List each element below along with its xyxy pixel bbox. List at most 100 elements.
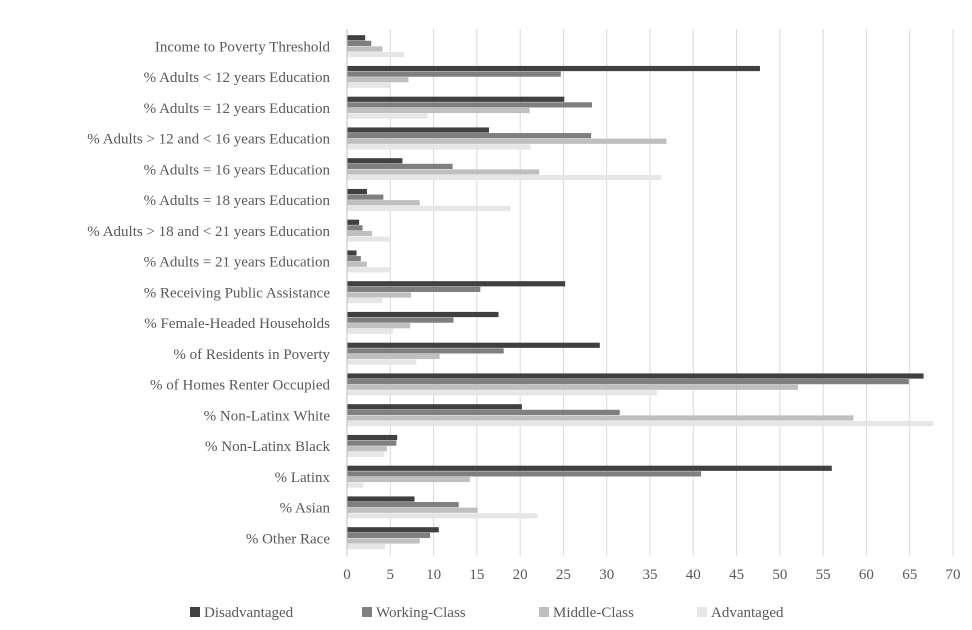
category-label: % Adults = 12 years Education: [144, 101, 331, 117]
bar-advantaged: [347, 359, 417, 365]
bar-disadvantaged: [347, 342, 600, 348]
x-tick-label: 40: [686, 567, 701, 583]
category-label: % Other Race: [246, 531, 330, 547]
bar-working-class: [347, 40, 372, 46]
bar-middle-class: [347, 538, 420, 544]
category-label: % of Residents in Poverty: [173, 347, 330, 363]
legend-label: Advantaged: [711, 605, 784, 621]
bar-working-class: [347, 225, 363, 231]
x-tick-label: 30: [599, 567, 614, 583]
category-labels: Income to Poverty Threshold % Adults < 12…: [87, 39, 330, 547]
bar-advantaged: [347, 82, 391, 88]
bar-working-class: [347, 317, 454, 323]
bar-advantaged: [347, 390, 657, 396]
legend-swatch: [539, 607, 549, 617]
bar-middle-class: [347, 230, 373, 237]
bar-advantaged: [347, 236, 390, 242]
category-label: % Adults = 18 years Education: [144, 193, 331, 209]
bar-advantaged: [347, 297, 383, 304]
x-tick-label: 5: [387, 567, 395, 583]
legend-swatch: [362, 607, 372, 617]
category-label: % Non-Latinx White: [204, 408, 331, 424]
bar-middle-class: [347, 77, 409, 83]
bar-disadvantaged: [347, 465, 832, 471]
bar-middle-class: [347, 323, 411, 329]
bar-advantaged: [347, 328, 393, 334]
x-tick-labels: 0 5 10 15 20 25 30 35 40 45 50 55 60 65 70: [343, 567, 960, 583]
bar-middle-class: [347, 169, 540, 175]
bar-working-class: [347, 379, 909, 385]
bar-middle-class: [347, 46, 383, 52]
category-label: % Asian: [280, 501, 331, 517]
legend-label: Middle-Class: [553, 605, 634, 621]
bar-middle-class: [347, 446, 387, 452]
category-label: % Receiving Public Assistance: [144, 285, 331, 301]
bars: [347, 35, 934, 550]
x-tick-label: 45: [729, 567, 744, 583]
category-label: % Female-Headed Households: [144, 316, 330, 332]
x-tick-label: 55: [816, 567, 831, 583]
bar-middle-class: [347, 384, 799, 390]
x-tick-label: 50: [772, 567, 787, 583]
x-tick-label: 35: [643, 567, 658, 583]
category-label: % Adults = 21 years Education: [144, 255, 331, 271]
category-label: % Adults > 12 and < 16 years Education: [87, 132, 330, 148]
bar-disadvantaged: [347, 404, 522, 410]
bar-disadvantaged: [347, 65, 760, 72]
bar-middle-class: [347, 138, 667, 144]
bar-advantaged: [347, 205, 511, 211]
bar-disadvantaged: [347, 281, 566, 287]
bar-middle-class: [347, 415, 854, 421]
bar-disadvantaged: [347, 158, 403, 164]
bar-working-class: [347, 502, 459, 508]
bar-working-class: [347, 71, 561, 77]
legend-swatch: [190, 607, 200, 617]
bar-middle-class: [347, 200, 420, 206]
legend-swatch: [697, 607, 707, 617]
bar-disadvantaged: [347, 527, 439, 533]
bar-disadvantaged: [347, 96, 565, 102]
bar-working-class: [347, 133, 592, 139]
bar-middle-class: [347, 476, 470, 483]
x-tick-label: 20: [513, 567, 528, 583]
bar-middle-class: [347, 292, 412, 298]
bar-middle-class: [347, 261, 367, 267]
bar-disadvantaged: [347, 373, 924, 379]
x-tick-label: 60: [859, 567, 874, 583]
bar-disadvantaged: [347, 311, 499, 318]
bar-middle-class: [347, 353, 440, 360]
bar-working-class: [347, 348, 504, 354]
bar-advantaged: [347, 451, 385, 457]
bar-middle-class: [347, 507, 478, 513]
bar-advantaged: [347, 482, 364, 488]
bar-working-class: [347, 286, 481, 292]
bar-advantaged: [347, 267, 392, 273]
bar-disadvantaged: [347, 35, 366, 41]
bar-working-class: [347, 409, 620, 415]
bar-disadvantaged: [347, 250, 357, 256]
category-label: % Adults = 16 years Education: [144, 162, 331, 178]
bar-disadvantaged: [347, 496, 415, 502]
bar-advantaged: [347, 174, 662, 181]
bar-advantaged: [347, 51, 405, 58]
bar-working-class: [347, 471, 702, 477]
x-tick-label: 0: [343, 567, 351, 583]
legend: Disadvantaged Working-Class Middle-Class Ad…: [190, 605, 784, 621]
category-label: Income to Poverty Threshold: [155, 39, 331, 55]
category-label: % Latinx: [275, 470, 331, 486]
category-label: % Non-Latinx Black: [205, 439, 330, 455]
category-label: % of Homes Renter Occupied: [150, 378, 330, 394]
bar-advantaged: [347, 113, 428, 119]
category-label: % Adults > 18 and < 21 years Education: [87, 224, 330, 240]
bar-advantaged: [347, 420, 934, 427]
x-tick-label: 15: [469, 567, 484, 583]
bar-working-class: [347, 102, 592, 108]
bar-advantaged: [347, 543, 386, 550]
bar-working-class: [347, 163, 453, 169]
bar-working-class: [347, 256, 361, 262]
x-tick-label: 70: [946, 567, 961, 583]
bar-middle-class: [347, 107, 530, 114]
bar-advantaged: [347, 144, 531, 150]
